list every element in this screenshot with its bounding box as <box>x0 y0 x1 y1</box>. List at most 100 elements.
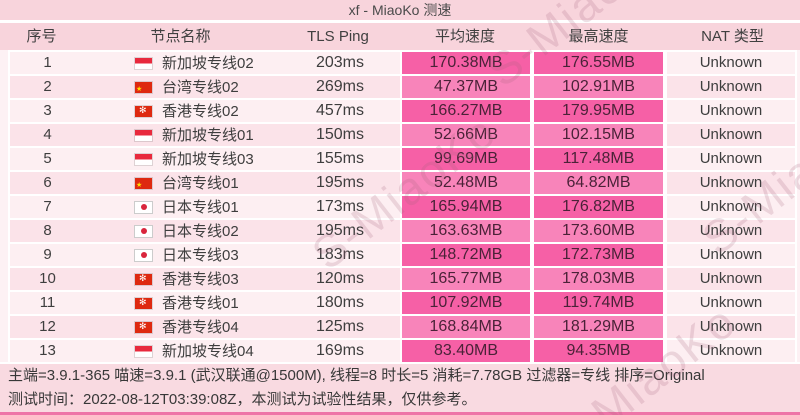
jp-flag-icon <box>135 225 152 237</box>
footer-test-time: 测试时间：2022-08-12T03:39:08Z，本测试为试验性结果，仅供参考… <box>8 391 477 408</box>
table-row: 13 新加坡专线04 169ms 83.40MB 94.35MB Unknown <box>10 338 795 362</box>
node-name: 新加坡专线01 <box>162 126 254 144</box>
node-name: 日本专线02 <box>162 222 239 240</box>
nat-type-value: Unknown <box>667 220 795 242</box>
nat-type-value: Unknown <box>667 244 795 266</box>
avg-speed-value: 83.40MB <box>400 340 534 362</box>
max-speed-value: 172.73MB <box>534 244 667 266</box>
tls-ping-value: 169ms <box>280 340 400 362</box>
nat-type-value: Unknown <box>667 196 795 218</box>
row-index: 8 <box>10 220 85 242</box>
node-name-cell: 日本专线03 <box>85 244 280 266</box>
node-name-cell: 新加坡专线01 <box>85 124 280 146</box>
node-name-cell: 香港专线02 <box>85 100 280 122</box>
column-header-tls-ping: TLS Ping <box>307 28 369 45</box>
row-index: 13 <box>10 340 85 362</box>
tls-ping-value: 457ms <box>280 100 400 122</box>
jp-flag-icon <box>135 249 152 261</box>
row-index: 5 <box>10 148 85 170</box>
row-index: 11 <box>10 292 85 314</box>
avg-speed-value: 166.27MB <box>400 100 534 122</box>
tls-ping-value: 150ms <box>280 124 400 146</box>
column-header-avg-speed: 平均速度 <box>434 28 495 45</box>
node-name-cell: 新加坡专线03 <box>85 148 280 170</box>
row-index: 3 <box>10 100 85 122</box>
avg-speed-value: 99.69MB <box>400 148 534 170</box>
max-speed-value: 181.29MB <box>534 316 667 338</box>
jp-flag-icon <box>135 201 152 213</box>
node-name-cell: 台湾专线01 <box>85 172 280 194</box>
nat-type-value: Unknown <box>667 268 795 290</box>
node-name-cell: 新加坡专线04 <box>85 340 280 362</box>
row-index: 12 <box>10 316 85 338</box>
cn-flag-icon <box>135 175 152 194</box>
nat-type-value: Unknown <box>667 52 795 74</box>
table-row: 1 新加坡专线02 203ms 170.38MB 176.55MB Unknown <box>10 50 795 74</box>
avg-speed-value: 168.84MB <box>400 316 534 338</box>
sg-flag-icon <box>135 129 152 141</box>
avg-speed-value: 165.77MB <box>400 268 534 290</box>
table-row: 4 新加坡专线01 150ms 52.66MB 102.15MB Unknown <box>10 122 795 146</box>
row-index: 2 <box>10 76 85 98</box>
tls-ping-value: 155ms <box>280 148 400 170</box>
row-index: 1 <box>10 52 85 74</box>
column-header-nat-type: NAT 类型 <box>701 28 764 45</box>
node-name: 日本专线03 <box>162 246 239 264</box>
avg-speed-value: 47.37MB <box>400 76 534 98</box>
table-header: 序号 节点名称 TLS Ping 平均速度 最高速度 NAT 类型 <box>0 23 800 50</box>
avg-speed-value: 148.72MB <box>400 244 534 266</box>
sg-flag-icon <box>135 153 152 165</box>
node-name-cell: 日本专线01 <box>85 196 280 218</box>
node-name: 香港专线03 <box>162 270 239 288</box>
node-name-cell: 新加坡专线02 <box>85 52 280 74</box>
node-name-cell: 香港专线03 <box>85 268 280 290</box>
max-speed-value: 64.82MB <box>534 172 667 194</box>
hk-flag-icon <box>135 321 152 333</box>
row-index: 7 <box>10 196 85 218</box>
sg-flag-icon <box>135 345 152 357</box>
max-speed-value: 173.60MB <box>534 220 667 242</box>
avg-speed-value: 163.63MB <box>400 220 534 242</box>
node-name: 香港专线01 <box>162 294 239 312</box>
node-name-cell: 台湾专线02 <box>85 76 280 98</box>
node-name: 新加坡专线02 <box>162 54 254 72</box>
hk-flag-icon <box>135 105 152 117</box>
column-header-max-speed: 最高速度 <box>568 28 629 45</box>
tls-ping-value: 183ms <box>280 244 400 266</box>
tls-ping-value: 195ms <box>280 220 400 242</box>
node-name: 日本专线01 <box>162 198 239 216</box>
max-speed-value: 178.03MB <box>534 268 667 290</box>
avg-speed-value: 170.38MB <box>400 52 534 74</box>
max-speed-value: 117.48MB <box>534 148 667 170</box>
avg-speed-value: 165.94MB <box>400 196 534 218</box>
hk-flag-icon <box>135 297 152 309</box>
tls-ping-value: 203ms <box>280 52 400 74</box>
nat-type-value: Unknown <box>667 124 795 146</box>
row-index: 9 <box>10 244 85 266</box>
node-name: 香港专线02 <box>162 102 239 120</box>
table-row: 7 日本专线01 173ms 165.94MB 176.82MB Unknown <box>10 194 795 218</box>
row-index: 10 <box>10 268 85 290</box>
avg-speed-value: 52.48MB <box>400 172 534 194</box>
footer-test-config: 主端=3.9.1-365 喵速=3.9.1 (武汉联通@1500M), 线程=8… <box>8 367 705 384</box>
column-header-node-name: 节点名称 <box>150 28 211 45</box>
max-speed-value: 176.82MB <box>534 196 667 218</box>
nat-type-value: Unknown <box>667 148 795 170</box>
cn-flag-icon <box>135 79 152 98</box>
row-index: 6 <box>10 172 85 194</box>
title-bar: xf - MiaoKo 测速 <box>0 0 800 23</box>
node-name: 台湾专线01 <box>162 174 239 192</box>
max-speed-value: 176.55MB <box>534 52 667 74</box>
node-name: 台湾专线02 <box>162 78 239 96</box>
nat-type-value: Unknown <box>667 340 795 362</box>
tls-ping-value: 269ms <box>280 76 400 98</box>
table-row: 5 新加坡专线03 155ms 99.69MB 117.48MB Unknown <box>10 146 795 170</box>
table-body: 1新加坡专线02203ms170.38MB176.55MBUnknown2台湾专… <box>8 50 797 362</box>
